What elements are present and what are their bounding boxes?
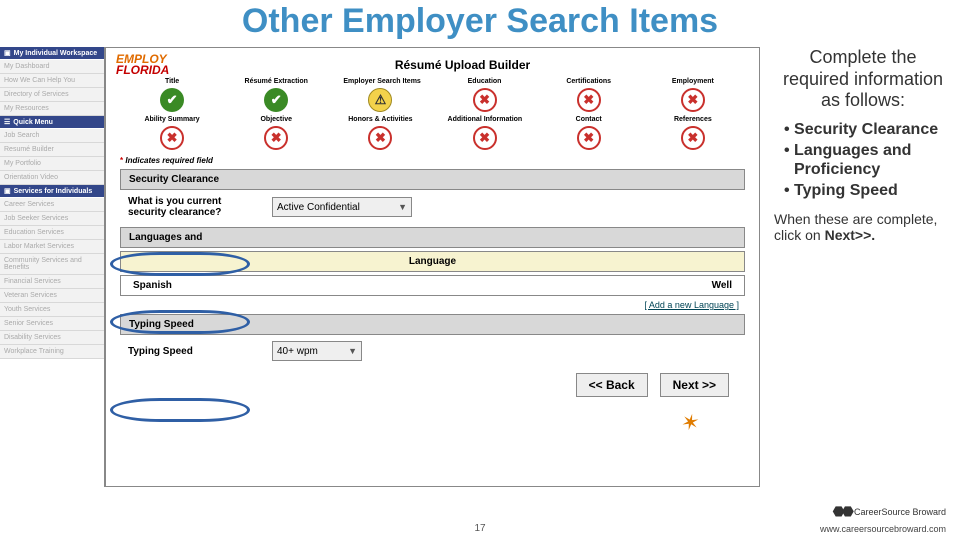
notes-bullet: Security Clearance xyxy=(784,120,952,139)
starburst-icon: ✶ xyxy=(678,408,701,437)
wizard-steps-row2: Ability Summary✖ Objective✖ Honors & Act… xyxy=(120,116,745,150)
x-icon: ✖ xyxy=(473,126,497,150)
language-name: Spanish xyxy=(133,280,172,291)
sidebar-item[interactable]: My Dashboard xyxy=(0,60,104,74)
language-column-header: Language xyxy=(120,251,745,272)
step-additional: Additional Information✖ xyxy=(448,116,522,150)
sidebar-item[interactable]: Veteran Services xyxy=(0,289,104,303)
language-level: Well xyxy=(712,280,732,291)
check-icon: ✔ xyxy=(264,88,288,112)
employ-florida-logo: EMPLOY FLORIDA xyxy=(116,54,169,77)
section-security-clearance: Security Clearance xyxy=(120,169,745,190)
step-ability: Ability Summary✖ xyxy=(135,116,209,150)
sidebar-item[interactable]: Senior Services xyxy=(0,317,104,331)
x-icon: ✖ xyxy=(681,126,705,150)
x-icon: ✖ xyxy=(473,88,497,112)
step-employment: Employment✖ xyxy=(656,78,730,112)
notes-bullet: Languages and Proficiency xyxy=(784,141,952,179)
step-contact: Contact✖ xyxy=(552,116,626,150)
notes-intro: Complete the required information as fol… xyxy=(774,47,952,112)
sidebar-item[interactable]: Orientation Video xyxy=(0,171,104,185)
chevron-down-icon: ▼ xyxy=(348,346,357,356)
typing-speed-value: 40+ wpm xyxy=(277,346,318,357)
back-button[interactable]: << Back xyxy=(576,373,648,397)
next-button[interactable]: Next >> xyxy=(660,373,729,397)
sidebar-item[interactable]: Job Search xyxy=(0,129,104,143)
resume-builder-panel: EMPLOY FLORIDA Résumé Upload Builder Tit… xyxy=(105,47,760,487)
sidebar-header-quickmenu: ☰Quick Menu xyxy=(0,116,104,129)
wizard-steps-row1: Title✔ Résumé Extraction✔ Employer Searc… xyxy=(120,78,745,112)
x-icon: ✖ xyxy=(264,126,288,150)
step-references: References✖ xyxy=(656,116,730,150)
notes-bullet: Typing Speed xyxy=(784,181,952,200)
step-objective: Objective✖ xyxy=(239,116,313,150)
slide-title: Other Employer Search Items xyxy=(0,0,960,47)
sidebar-header-services: ▣Services for Individuals xyxy=(0,185,104,198)
app-title: Résumé Upload Builder xyxy=(176,58,749,72)
security-clearance-value: Active Confidential xyxy=(277,202,360,213)
section-typing-speed: Typing Speed xyxy=(120,314,745,335)
step-title: Title✔ xyxy=(135,78,209,112)
sidebar-item[interactable]: Community Services and Benefits xyxy=(0,254,104,275)
sidebar-item[interactable]: Financial Services xyxy=(0,275,104,289)
step-education: Education✖ xyxy=(448,78,522,112)
x-icon: ✖ xyxy=(681,88,705,112)
sidebar: ▣My Individual Workspace My Dashboard Ho… xyxy=(0,47,105,487)
security-clearance-select[interactable]: Active Confidential ▼ xyxy=(272,197,412,217)
sidebar-item[interactable]: Job Seeker Services xyxy=(0,212,104,226)
x-icon: ✖ xyxy=(577,126,601,150)
sidebar-header-workspace: ▣My Individual Workspace xyxy=(0,47,104,60)
sidebar-item[interactable]: Career Services xyxy=(0,198,104,212)
notes-outro: When these are complete, click on Next>>… xyxy=(774,211,952,245)
sidebar-item[interactable]: How We Can Help You xyxy=(0,74,104,88)
required-note: * Indicates required field xyxy=(120,156,745,165)
sidebar-item[interactable]: My Portfolio xyxy=(0,157,104,171)
security-question-label: What is you current security clearance? xyxy=(128,196,258,218)
sidebar-item[interactable]: Education Services xyxy=(0,226,104,240)
warning-icon: ⚠ xyxy=(368,88,392,112)
sidebar-item[interactable]: Resumé Builder xyxy=(0,143,104,157)
sidebar-item[interactable]: Disability Services xyxy=(0,331,104,345)
x-icon: ✖ xyxy=(577,88,601,112)
section-languages: Languages and xyxy=(120,227,745,248)
step-certifications: Certifications✖ xyxy=(552,78,626,112)
x-icon: ✖ xyxy=(368,126,392,150)
sidebar-item[interactable]: My Resources xyxy=(0,102,104,116)
careersource-logo: ⬣⬣CareerSource Broward xyxy=(833,503,947,520)
x-icon: ✖ xyxy=(160,126,184,150)
typing-speed-select[interactable]: 40+ wpm ▼ xyxy=(272,341,362,361)
sidebar-item[interactable]: Directory of Services xyxy=(0,88,104,102)
page-number: 17 xyxy=(474,523,485,534)
step-honors: Honors & Activities✖ xyxy=(343,116,417,150)
chevron-down-icon: ▼ xyxy=(398,202,407,212)
sidebar-item[interactable]: Youth Services xyxy=(0,303,104,317)
check-icon: ✔ xyxy=(160,88,184,112)
step-employer-search: Employer Search Items⚠ xyxy=(343,78,417,112)
language-row: Spanish Well xyxy=(120,275,745,296)
instruction-notes: Complete the required information as fol… xyxy=(760,47,960,487)
sidebar-item[interactable]: Workplace Training xyxy=(0,345,104,359)
step-extraction: Résumé Extraction✔ xyxy=(239,78,313,112)
typing-speed-label: Typing Speed xyxy=(128,346,258,357)
add-language-link[interactable]: [ Add a new Language ] xyxy=(126,300,739,310)
sidebar-item[interactable]: Labor Market Services xyxy=(0,240,104,254)
site-url: www.careersourcebroward.com xyxy=(820,524,946,534)
